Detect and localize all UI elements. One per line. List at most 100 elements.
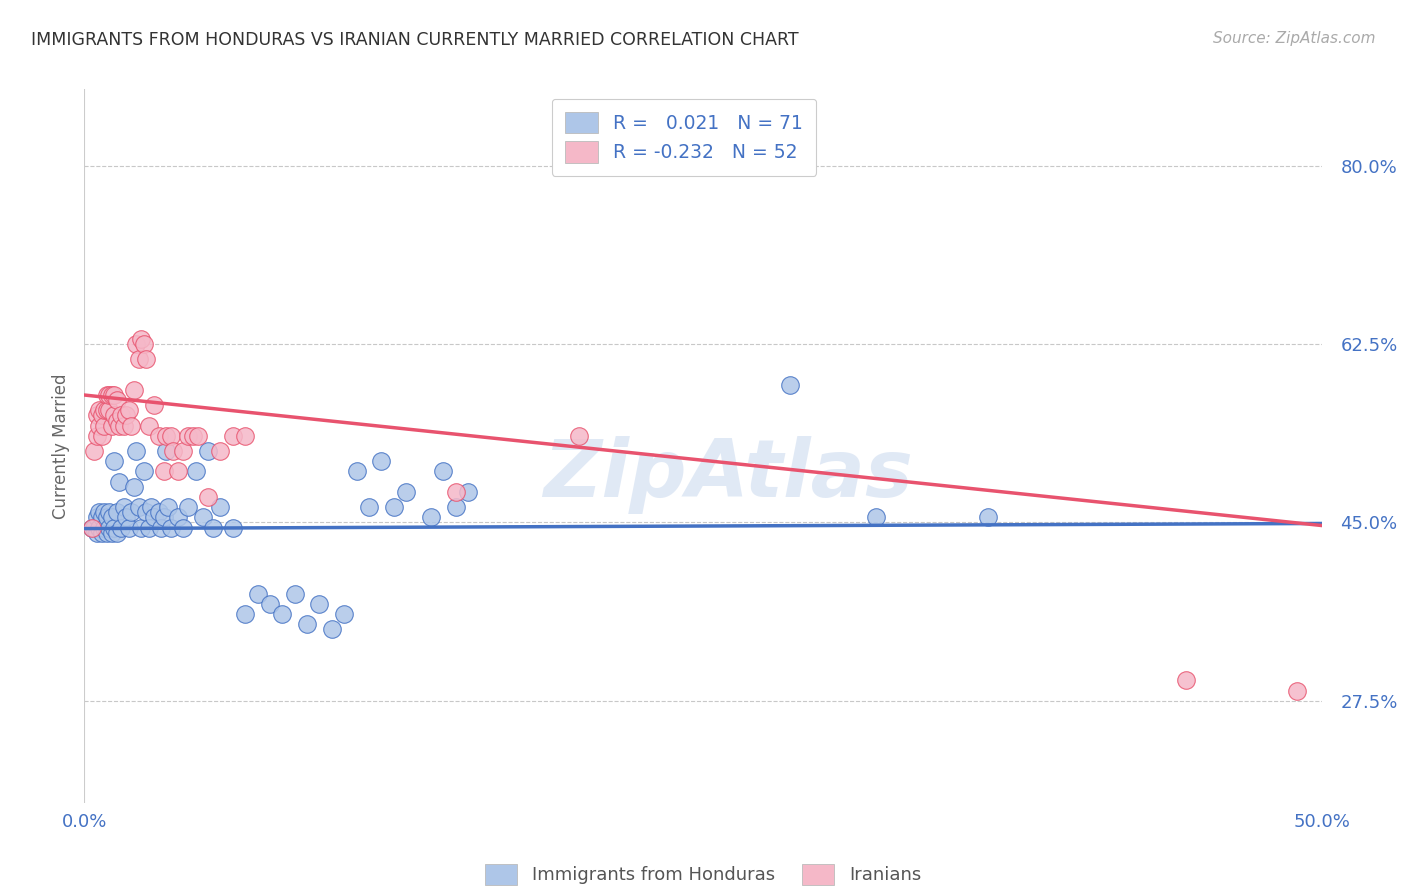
Point [233,429,256,443]
Point [115,510,138,524]
Point [100,510,122,524]
Point [321,623,343,637]
Point [100,418,122,433]
Point [172,520,194,534]
Point [132,465,155,479]
Point [308,597,330,611]
Point [167,465,190,479]
Point [108,475,131,489]
Point [202,520,225,534]
Point [108,418,131,433]
Text: IMMIGRANTS FROM HONDURAS VS IRANIAN CURRENTLY MARRIED CORRELATION CHART: IMMIGRANTS FROM HONDURAS VS IRANIAN CURR… [31,31,799,49]
Point [152,465,174,479]
Point [86,510,108,524]
Point [135,505,157,519]
Point [96,388,118,402]
Point [259,597,281,611]
Point [568,429,591,443]
Point [779,377,801,392]
Point [98,388,121,402]
Point [90,525,112,540]
Point [89,505,111,519]
Point [160,429,183,443]
Legend: Immigrants from Honduras, Iranians: Immigrants from Honduras, Iranians [472,851,934,892]
Point [155,429,177,443]
Point [122,383,145,397]
Point [209,444,232,458]
Point [89,418,111,433]
Point [86,525,108,540]
Point [90,429,112,443]
Point [187,429,209,443]
Point [118,520,141,534]
Point [98,505,121,519]
Point [93,520,115,534]
Y-axis label: Currently Married: Currently Married [52,373,70,519]
Point [142,510,165,524]
Point [150,520,173,534]
Text: Source: ZipAtlas.com: Source: ZipAtlas.com [1212,31,1375,46]
Point [132,337,155,351]
Point [222,429,245,443]
Point [110,520,132,534]
Point [110,409,132,423]
Point [129,332,152,346]
Point [118,403,141,417]
Point [865,510,887,524]
Point [457,484,479,499]
Point [1174,673,1197,688]
Point [395,484,418,499]
Point [209,500,232,515]
Point [122,480,145,494]
Point [222,520,245,534]
Point [105,413,128,427]
Point [98,520,121,534]
Point [162,444,184,458]
Point [172,444,194,458]
Point [93,505,115,519]
Point [246,587,269,601]
Point [271,607,294,622]
Point [100,525,122,540]
Point [177,429,200,443]
Point [105,525,128,540]
Point [167,510,190,524]
Point [96,525,118,540]
Point [103,520,125,534]
Point [370,454,392,468]
Point [100,388,122,402]
Point [115,409,138,423]
Point [138,520,160,534]
Point [357,500,380,515]
Point [284,587,307,601]
Point [128,500,150,515]
Point [160,520,183,534]
Point [120,418,142,433]
Point [346,465,368,479]
Point [295,617,318,632]
Point [125,337,148,351]
Point [83,520,105,534]
Point [103,454,125,468]
Point [120,505,142,519]
Point [135,352,157,367]
Point [157,500,180,515]
Point [142,398,165,412]
Point [1285,683,1308,698]
Point [89,403,111,417]
Point [98,403,121,417]
Point [112,418,135,433]
Point [90,510,112,524]
Point [184,465,207,479]
Point [181,429,204,443]
Point [191,510,214,524]
Point [444,500,467,515]
Text: ZipAtlas: ZipAtlas [543,435,912,514]
Point [103,409,125,423]
Point [419,510,441,524]
Point [103,388,125,402]
Point [80,520,103,534]
Point [233,607,256,622]
Point [128,352,150,367]
Point [141,500,163,515]
